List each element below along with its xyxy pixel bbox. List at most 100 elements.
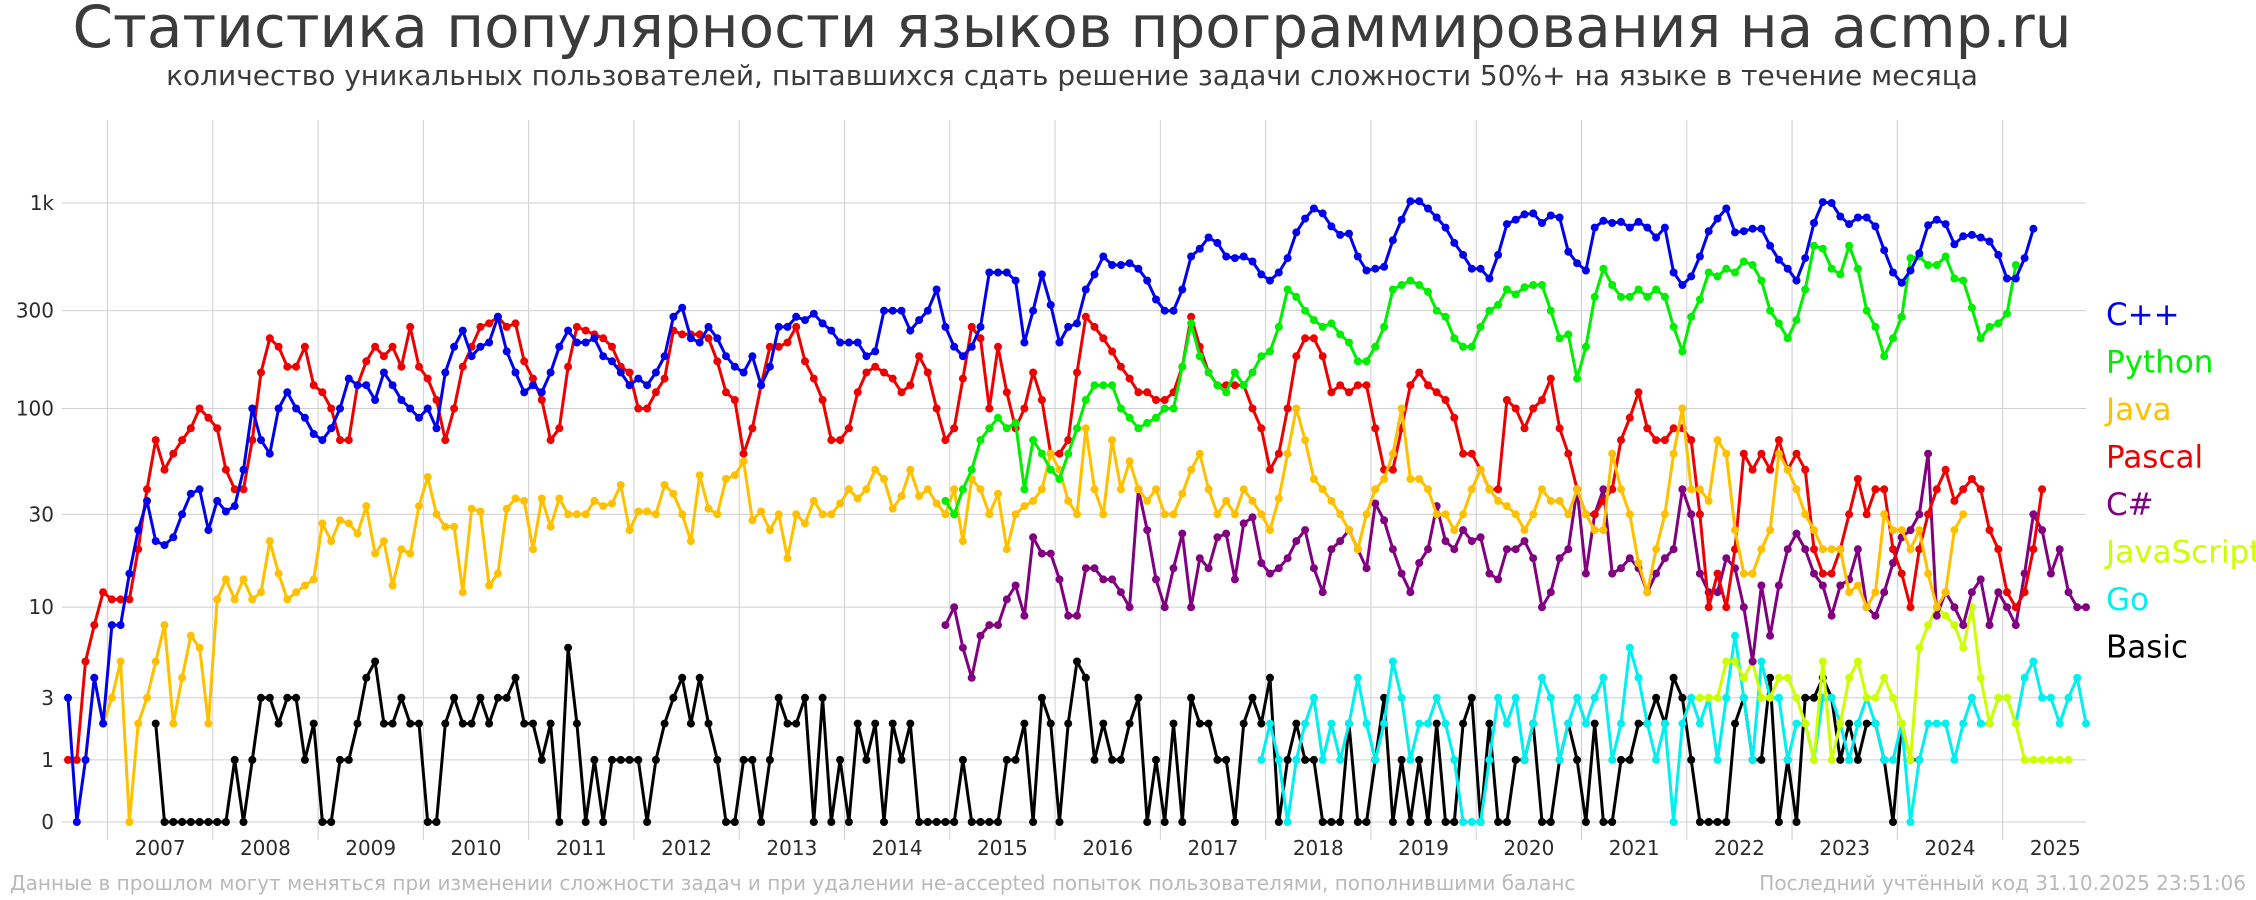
data-point (1766, 526, 1775, 535)
data-point (818, 319, 827, 328)
data-point (397, 545, 406, 554)
data-point (1002, 388, 1011, 397)
data-point (1994, 588, 2003, 597)
data-point (1064, 322, 1073, 331)
data-point (1178, 489, 1187, 498)
data-point (1581, 510, 1590, 519)
data-point (1353, 252, 1362, 261)
data-point (2046, 569, 2055, 578)
data-point (1783, 264, 1792, 273)
data-point (1792, 693, 1801, 702)
data-point (344, 755, 353, 764)
data-point (1529, 554, 1538, 563)
data-point (2020, 673, 2029, 682)
data-point (397, 362, 406, 371)
data-point (1739, 257, 1748, 266)
data-point (1924, 221, 1933, 230)
data-point (1283, 755, 1292, 764)
data-point (204, 818, 213, 826)
data-point (248, 436, 257, 445)
data-point (1125, 719, 1134, 728)
data-point (906, 465, 915, 474)
data-point (72, 755, 81, 764)
data-point (546, 368, 555, 377)
data-point (2011, 719, 2020, 728)
data-point (1845, 510, 1854, 519)
data-point (1064, 496, 1073, 505)
data-point (1397, 755, 1406, 764)
data-point (2038, 755, 2047, 764)
data-point (511, 319, 520, 328)
data-point (616, 481, 625, 489)
data-point (572, 322, 581, 331)
data-point (783, 322, 792, 331)
data-point (1608, 818, 1617, 826)
data-point (2038, 526, 2047, 535)
data-point (1424, 485, 1432, 494)
data-point (1046, 549, 1055, 558)
data-point (739, 457, 748, 466)
data-point (493, 312, 502, 321)
data-point (1643, 292, 1652, 301)
data-point (1029, 306, 1038, 315)
x-year-label: 2016 (1082, 836, 1133, 860)
series-line (944, 244, 2018, 516)
data-point (1055, 338, 1064, 347)
data-point (1889, 334, 1897, 343)
data-point (1301, 436, 1310, 445)
data-point (599, 334, 608, 343)
data-point (1520, 755, 1529, 764)
data-point (1906, 266, 1915, 275)
data-point (1573, 693, 1582, 702)
data-point (1941, 252, 1950, 261)
data-point (958, 643, 967, 652)
data-point (2020, 755, 2029, 764)
data-point (1985, 322, 1994, 331)
data-point (932, 499, 941, 508)
data-point (1836, 212, 1845, 221)
data-point (1327, 719, 1336, 728)
data-point (467, 352, 476, 361)
data-point (1590, 526, 1599, 535)
data-point (932, 404, 941, 413)
data-point (660, 374, 669, 383)
data-point (1160, 818, 1169, 826)
data-point (1476, 264, 1485, 273)
data-point (1783, 545, 1792, 554)
data-point (1617, 755, 1625, 764)
data-point (1204, 233, 1213, 242)
data-point (1757, 693, 1766, 702)
y-tick-label: 100 (16, 397, 54, 421)
data-point (1432, 213, 1441, 222)
data-point (1783, 465, 1792, 474)
data-point (1713, 436, 1722, 445)
data-point (1415, 475, 1424, 483)
data-point (1950, 621, 1959, 630)
x-year-label: 2020 (1503, 836, 1554, 860)
series-java (81, 404, 1968, 826)
data-point (1757, 276, 1766, 285)
data-point (932, 818, 941, 826)
data-point (213, 496, 222, 505)
data-point (1336, 330, 1345, 339)
data-point (713, 755, 722, 764)
data-point (1362, 381, 1371, 390)
data-point (1467, 264, 1476, 273)
data-point (976, 322, 985, 331)
data-point (1739, 673, 1748, 682)
data-point (1239, 381, 1248, 390)
series-go (1257, 631, 2090, 826)
x-year-label: 2010 (451, 836, 502, 860)
data-point (1932, 261, 1941, 269)
data-point (292, 588, 301, 597)
data-point (309, 430, 318, 438)
x-year-label: 2023 (1819, 836, 1870, 860)
data-point (1494, 693, 1503, 702)
data-point (406, 322, 415, 331)
data-point (213, 424, 222, 433)
data-point (441, 719, 450, 728)
data-point (362, 357, 371, 366)
data-point (415, 362, 423, 371)
data-point (537, 755, 546, 764)
data-point (2029, 510, 2038, 519)
